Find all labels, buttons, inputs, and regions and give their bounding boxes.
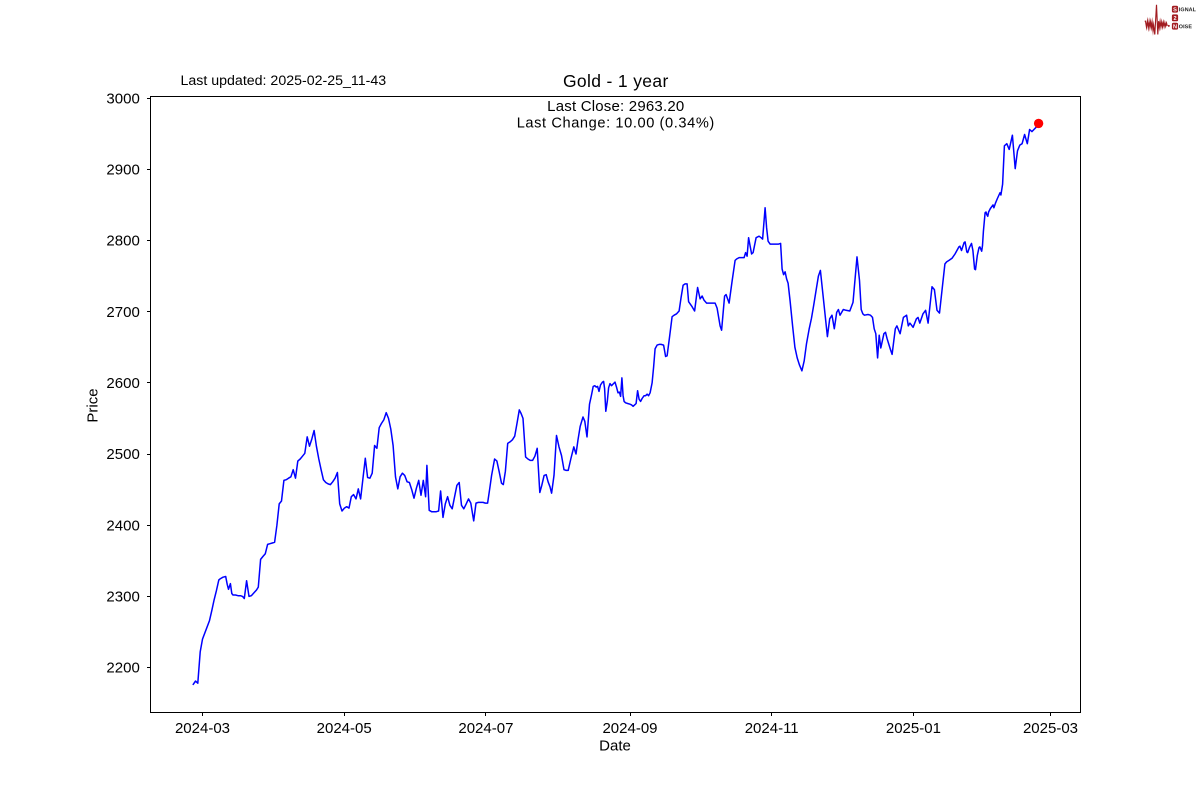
svg-text:Price: Price — [85, 388, 102, 422]
svg-text:2300: 2300 — [106, 589, 139, 606]
svg-text:2024-07: 2024-07 — [458, 720, 513, 737]
svg-text:Last Close: 2963.20: Last Close: 2963.20 — [547, 98, 684, 115]
svg-text:2024-09: 2024-09 — [602, 720, 657, 737]
svg-text:2025-01: 2025-01 — [886, 720, 941, 737]
svg-text:Last Change: 10.00 (0.34%): Last Change: 10.00 (0.34%) — [517, 116, 715, 132]
svg-text:Last updated: 2025-02-25_11-43: Last updated: 2025-02-25_11-43 — [181, 73, 387, 89]
svg-text:OISE: OISE — [1179, 24, 1193, 30]
svg-text:2200: 2200 — [106, 660, 139, 677]
svg-text:2: 2 — [1173, 16, 1176, 22]
svg-text:2025-03: 2025-03 — [1023, 720, 1078, 737]
svg-text:2400: 2400 — [106, 517, 139, 534]
svg-text:2500: 2500 — [106, 446, 139, 463]
svg-text:2800: 2800 — [106, 233, 139, 250]
svg-text:2024-03: 2024-03 — [175, 720, 230, 737]
svg-text:IGNAL: IGNAL — [1179, 7, 1197, 13]
svg-text:2900: 2900 — [106, 161, 139, 178]
svg-text:Date: Date — [599, 737, 631, 754]
svg-text:2024-11: 2024-11 — [745, 720, 799, 737]
svg-text:N: N — [1173, 24, 1177, 30]
svg-text:Gold - 1 year: Gold - 1 year — [563, 71, 669, 91]
svg-text:2024-05: 2024-05 — [317, 720, 372, 737]
svg-text:2600: 2600 — [106, 375, 139, 392]
svg-text:2700: 2700 — [106, 304, 139, 321]
svg-text:S: S — [1173, 7, 1177, 13]
svg-text:3000: 3000 — [106, 90, 139, 107]
